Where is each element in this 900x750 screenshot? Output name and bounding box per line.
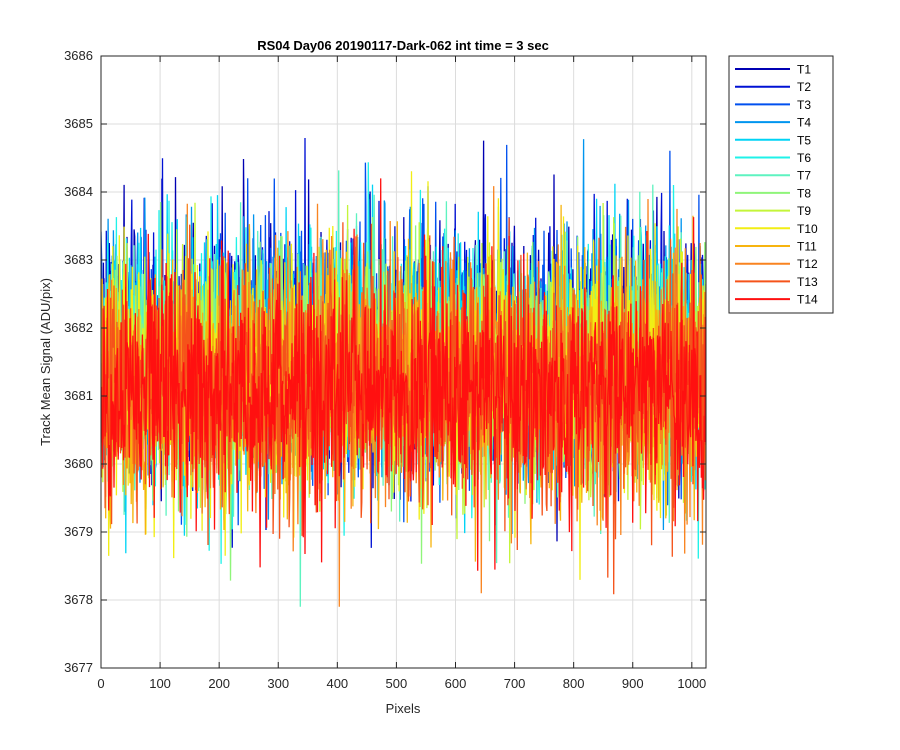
y-tick-label: 3683 (64, 252, 93, 267)
legend-item-t11[interactable]: T11 (735, 240, 817, 254)
x-tick-label: 600 (445, 676, 467, 691)
legend-item-t3[interactable]: T3 (735, 98, 811, 112)
legend-label: T4 (797, 116, 811, 130)
y-tick-label: 3680 (64, 456, 93, 471)
legend-item-t13[interactable]: T13 (735, 275, 818, 289)
x-tick-label: 300 (267, 676, 289, 691)
y-tick-label: 3686 (64, 48, 93, 63)
legend-item-t8[interactable]: T8 (735, 186, 811, 200)
legend-label: T10 (797, 222, 818, 236)
legend-label: T14 (797, 293, 818, 307)
axis-ticks: 0 100 200 300 400 500 600 700 800 900 1000 3677 3678… (64, 48, 706, 691)
plot-frame (100, 55, 707, 669)
legend-item-t6[interactable]: T6 (735, 151, 811, 165)
legend-item-t14[interactable]: T14 (735, 293, 818, 307)
legend-label: T11 (797, 240, 817, 254)
legend-item-t5[interactable]: T5 (735, 133, 811, 147)
y-tick-label: 3678 (64, 592, 93, 607)
series-lines (101, 137, 706, 607)
legend-label: T7 (797, 169, 811, 183)
legend-label: T13 (797, 275, 818, 289)
legend-label: T1 (797, 63, 811, 77)
legend-item-t7[interactable]: T7 (735, 169, 811, 183)
y-tick-label: 3679 (64, 524, 93, 539)
x-axis-label: Pixels (386, 701, 421, 716)
legend-label: T5 (797, 133, 811, 147)
series-line-t14 (101, 178, 706, 571)
legend-item-t4[interactable]: T4 (735, 116, 811, 130)
x-tick-label: 700 (504, 676, 526, 691)
y-tick-label: 3684 (64, 184, 93, 199)
legend[interactable]: T1 T2 T3 T4 T5 T6 T7 T8 T9 T10 T11 T12 T13 T14 (728, 55, 834, 314)
y-axis-label: Track Mean Signal (ADU/pix) (38, 278, 53, 446)
y-tick-label: 3682 (64, 320, 93, 335)
legend-label: T6 (797, 151, 811, 165)
legend-label: T3 (797, 98, 811, 112)
legend-item-t1[interactable]: T1 (735, 63, 811, 77)
x-tick-label: 800 (563, 676, 585, 691)
legend-box (728, 55, 834, 314)
chart-title: RS04 Day06 20190117-Dark-062 int time = … (257, 38, 549, 53)
x-tick-label: 1000 (677, 676, 706, 691)
legend-item-t9[interactable]: T9 (735, 204, 811, 218)
x-tick-label: 900 (622, 676, 644, 691)
legend-label: T9 (797, 204, 811, 218)
x-tick-label: 100 (149, 676, 171, 691)
legend-item-t10[interactable]: T10 (735, 222, 818, 236)
legend-label: T2 (797, 80, 811, 94)
legend-item-t2[interactable]: T2 (735, 80, 811, 94)
legend-item-t12[interactable]: T12 (735, 257, 818, 271)
y-tick-label: 3677 (64, 660, 93, 675)
x-tick-label: 200 (208, 676, 230, 691)
x-tick-label: 400 (326, 676, 348, 691)
legend-label: T8 (797, 186, 811, 200)
y-tick-label: 3681 (64, 388, 93, 403)
y-tick-label: 3685 (64, 116, 93, 131)
x-tick-label: 500 (386, 676, 408, 691)
legend-label: T12 (797, 257, 818, 271)
x-tick-label: 0 (97, 676, 104, 691)
